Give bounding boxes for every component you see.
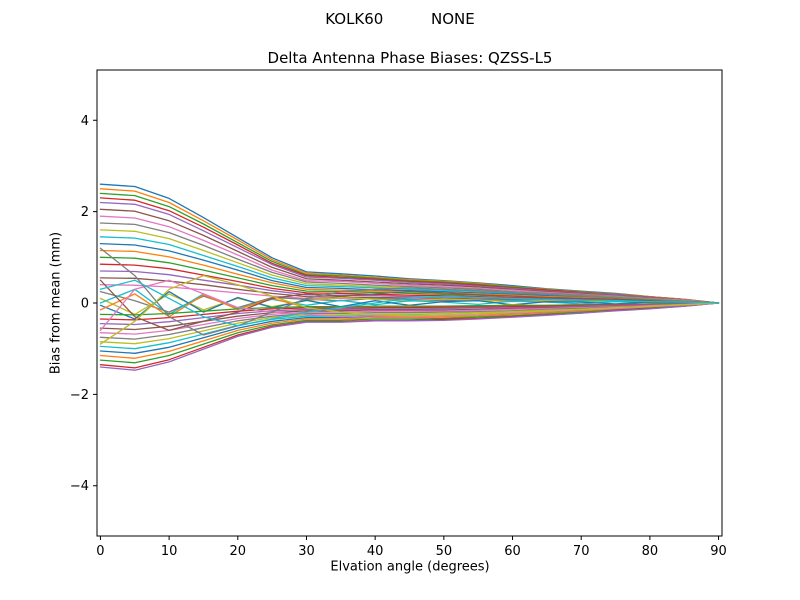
- series-line-line-36: [99, 279, 720, 332]
- plot-ticks-group: 0 10 20 30 40 50 60 70 80 90 −4 −2 0 2 4: [70, 114, 727, 559]
- plot-border: [96, 69, 723, 537]
- x-tick-label: 30: [298, 544, 315, 559]
- x-tick-label: 90: [710, 544, 727, 559]
- x-tick-label: 40: [367, 544, 384, 559]
- y-tick-label: −4: [70, 479, 89, 494]
- series-line-line-35: [99, 302, 720, 371]
- x-tick-label: 10: [161, 544, 178, 559]
- x-tick-label: 80: [642, 544, 659, 559]
- x-tick-label: 70: [573, 544, 590, 559]
- figure-suptitle: KOLK60 NONE: [325, 10, 475, 28]
- y-tick-label: 4: [81, 114, 89, 129]
- y-tick-label: 2: [81, 205, 89, 220]
- x-tick-label: 0: [96, 544, 104, 559]
- y-axis-label: Bias from mean (mm): [48, 231, 64, 375]
- series-line-line-40: [99, 279, 720, 327]
- series-line-line-05: [99, 201, 720, 304]
- y-tick-label: −2: [70, 388, 89, 403]
- series-line-line-39: [99, 274, 720, 345]
- x-tick-label: 60: [504, 544, 521, 559]
- axes-title: Delta Antenna Phase Biases: QZSS-L5: [267, 49, 553, 67]
- series-line-line-38: [99, 247, 720, 336]
- y-tick-label: 0: [81, 297, 89, 312]
- plot-lines-group: [99, 183, 720, 371]
- x-axis-label: Elvation angle (degrees): [330, 559, 490, 575]
- x-tick-label: 20: [230, 544, 247, 559]
- series-line-line-25: [99, 302, 720, 326]
- series-line-line-02: [99, 188, 720, 304]
- x-tick-label: 50: [436, 544, 453, 559]
- series-line-line-37: [99, 279, 720, 332]
